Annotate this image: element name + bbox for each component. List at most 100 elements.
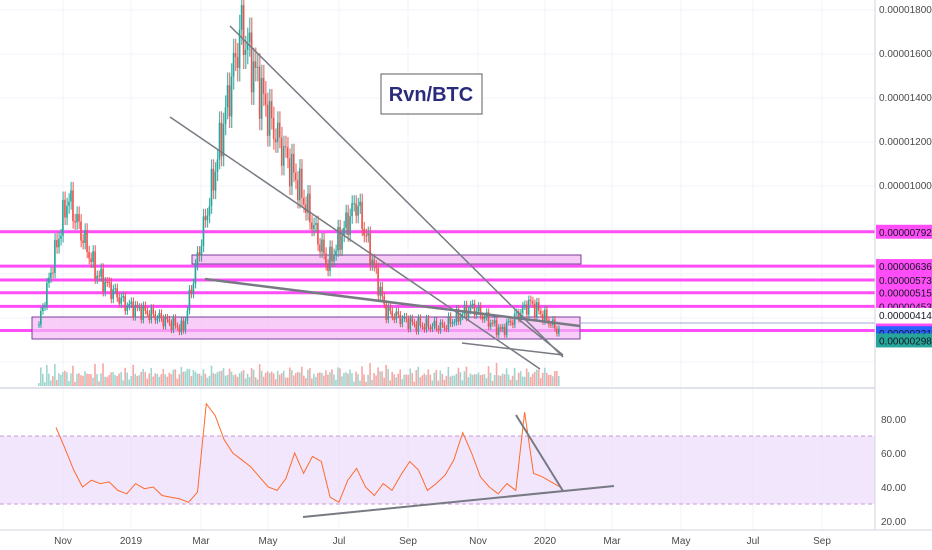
volume-bar xyxy=(196,373,199,386)
candle-body xyxy=(537,302,540,311)
candle-body xyxy=(110,282,112,299)
price-tick-label: 0.00001800 xyxy=(879,5,932,16)
candle-body xyxy=(136,305,138,308)
volume-bar xyxy=(301,366,303,386)
candle-body xyxy=(365,235,367,237)
candle-body xyxy=(170,322,173,331)
volume-bar xyxy=(168,372,171,386)
candle-body xyxy=(174,317,177,326)
candle-body xyxy=(439,322,442,331)
time-tick-label: Sep xyxy=(399,536,417,547)
candle-body xyxy=(46,282,48,306)
volume-bar xyxy=(228,368,231,386)
candle-body xyxy=(503,326,506,335)
candle-body xyxy=(162,318,165,327)
candle-body xyxy=(70,190,72,202)
volume-bar xyxy=(337,367,339,386)
pane-separator[interactable] xyxy=(0,387,875,389)
volume-bar xyxy=(116,376,118,386)
chart-title-box[interactable]: Rvn/BTC xyxy=(380,73,483,115)
trendline-secondary-descending xyxy=(169,116,541,370)
volume-bar xyxy=(192,370,195,386)
candle-body xyxy=(74,221,76,223)
candle-body xyxy=(481,315,484,320)
rsi-axis[interactable]: 80.00 60.00 40.00 20.00 xyxy=(881,415,906,528)
candle-body xyxy=(114,288,116,290)
candle-body xyxy=(445,328,448,330)
candle-body xyxy=(309,193,311,223)
candle-body xyxy=(292,153,295,173)
volume-bar xyxy=(294,373,297,386)
candle-body xyxy=(543,309,546,322)
candle-body xyxy=(72,190,74,222)
candle-body xyxy=(473,303,476,316)
candle-body xyxy=(68,201,70,206)
price-axis[interactable]: 0.00001800 0.00001600 0.00001400 0.00001… xyxy=(874,0,932,530)
volume-bar xyxy=(503,374,506,386)
volume-bar xyxy=(315,376,317,386)
candle-body xyxy=(248,32,251,43)
candle-body xyxy=(172,317,175,331)
volume-bar xyxy=(347,373,349,386)
candle-body xyxy=(182,320,185,331)
candle-body xyxy=(94,251,96,279)
volume-bar xyxy=(369,363,371,386)
volume-bar xyxy=(495,362,498,386)
volume-bar xyxy=(377,367,379,386)
volume-bar xyxy=(188,368,191,386)
volume-bar xyxy=(345,372,347,386)
candle-body xyxy=(220,122,223,157)
volume-bar xyxy=(403,374,406,386)
candle-body xyxy=(130,301,132,304)
candle-body xyxy=(84,230,86,243)
candle-body xyxy=(321,239,323,252)
candle-body xyxy=(152,308,155,315)
volume-bar xyxy=(349,369,351,386)
candle-body xyxy=(150,308,153,321)
candle-body xyxy=(120,297,122,304)
candle-body xyxy=(303,197,305,205)
volume-bar xyxy=(264,372,267,386)
volume-bar xyxy=(204,373,207,386)
volume-bar xyxy=(144,371,147,386)
volume-bar xyxy=(98,381,100,386)
volume-bar xyxy=(455,373,458,386)
volume-bar xyxy=(525,368,528,386)
volume-bar xyxy=(176,378,179,386)
candle-body xyxy=(272,118,275,140)
volume-bar xyxy=(80,375,82,386)
volume-bar xyxy=(262,376,265,386)
candle-body xyxy=(387,307,389,320)
candle-body xyxy=(455,309,458,323)
candle-body xyxy=(379,286,381,296)
candle-body xyxy=(545,309,548,321)
price-level-tag: 0.00000298 xyxy=(879,336,932,347)
candle-body xyxy=(192,283,195,294)
time-tick-label: Nov xyxy=(54,536,72,547)
candle-body xyxy=(347,212,349,236)
candle-body xyxy=(407,319,410,330)
volume-bar xyxy=(156,373,159,386)
candle-body xyxy=(355,203,357,216)
candle-body xyxy=(148,313,151,321)
volume-bar xyxy=(317,372,319,386)
volume-bar xyxy=(146,378,149,386)
time-axis[interactable]: Nov 2019 Mar May Jul Sep Nov 2020 Mar Ma… xyxy=(0,529,932,547)
time-tick-label: Mar xyxy=(603,536,621,547)
volume-bar xyxy=(150,367,153,386)
candle-body xyxy=(325,253,327,265)
volume-bar xyxy=(435,369,438,386)
candle-body xyxy=(495,320,498,335)
candle-body xyxy=(483,317,486,320)
volume-bar xyxy=(90,374,92,386)
candle-body xyxy=(128,303,130,307)
candle-body xyxy=(146,310,149,314)
volume-bar xyxy=(537,369,540,386)
candle-body xyxy=(539,310,542,315)
volume-bar xyxy=(40,367,42,386)
candle-body xyxy=(216,159,219,172)
candle-body xyxy=(403,316,406,319)
candle-body xyxy=(96,275,98,279)
volume-bar xyxy=(268,373,271,386)
